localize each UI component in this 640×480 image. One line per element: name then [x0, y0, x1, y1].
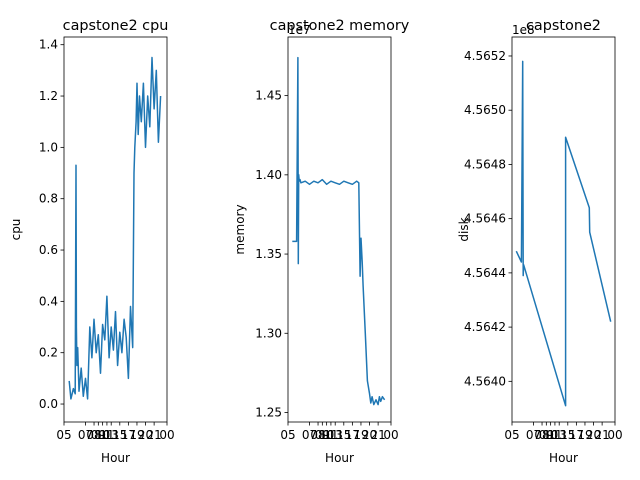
x-tick-label: 13	[104, 428, 119, 442]
y-tick-label: 1.30	[255, 326, 282, 340]
y-tick-label: 1.0	[39, 140, 58, 154]
series-line	[68, 56, 162, 400]
y-tick-label: 4.5648	[464, 157, 506, 171]
y-tick-label: 1.40	[255, 168, 282, 182]
y-tick-label: 4.5652	[464, 49, 506, 63]
x-tick-label: 09	[315, 428, 330, 442]
x-tick-label: 08	[86, 428, 101, 442]
x-tick-label: 17	[345, 428, 360, 442]
y-tick-label: 0.4	[39, 294, 58, 308]
x-tick-label: 17	[121, 428, 136, 442]
y-offset-label: 1e8	[512, 23, 535, 37]
y-tick-label: 1.35	[255, 247, 282, 261]
y-tick-label: 4.5640	[464, 374, 506, 388]
x-tick-label: 20	[586, 428, 601, 442]
subplot-2: 1.25 1.30 1.35 1.40 1.45 05 070809101113151719…	[233, 18, 410, 465]
y-tick-label: 1.4	[39, 38, 58, 52]
x-tick-label: 10	[95, 428, 110, 442]
y-tick-label: 1.2	[39, 89, 58, 103]
x-axis-label: Hour	[325, 451, 354, 465]
axes-frame	[511, 36, 616, 423]
chart-title: capstone2 memory	[270, 18, 410, 34]
x-tick-label: 19	[129, 428, 144, 442]
y-tick-label: 4.5646	[464, 212, 506, 226]
x-tick-label: 20	[138, 428, 153, 442]
chart-title: capstone2 cpu	[63, 18, 169, 34]
y-axis-label: cpu	[9, 219, 23, 241]
x-tick-label: 08	[534, 428, 549, 442]
y-tick-label: 1.25	[255, 405, 282, 419]
x-tick-label: 09	[91, 428, 106, 442]
y-tick-label: 4.5650	[464, 103, 506, 117]
x-tick-label: 21	[146, 428, 161, 442]
x-tick-label: 13	[328, 428, 343, 442]
x-tick-label: 10	[319, 428, 334, 442]
subplot-1: 0.0 0.2 0.4 0.6 0.8 1.0 1.2 1.4 05 07080910111315…	[9, 18, 175, 465]
x-tick-label: 05	[280, 428, 295, 442]
x-axis-label: Hour	[549, 451, 578, 465]
x-tick-label: 05	[504, 428, 519, 442]
x-tick-label: 13	[552, 428, 567, 442]
x-tick-label: 19	[353, 428, 368, 442]
x-tick-label: 11	[323, 428, 338, 442]
x-tick-label: 15	[112, 428, 127, 442]
x-tick-label: 07	[302, 428, 317, 442]
x-tick-label: 21	[594, 428, 609, 442]
y-tick-label: 0.8	[39, 192, 58, 206]
y-offset-label: 1e7	[288, 23, 311, 37]
x-tick-label: 15	[560, 428, 575, 442]
x-tick-label: 07	[526, 428, 541, 442]
x-tick-label: 10	[543, 428, 558, 442]
series-line	[515, 60, 612, 407]
y-axis-label: memory	[233, 204, 247, 254]
x-tick-label: 17	[569, 428, 584, 442]
y-tick-label: 0.0	[39, 397, 58, 411]
x-tick-label: 20	[362, 428, 377, 442]
x-tick-label: 21	[370, 428, 385, 442]
subplot-3: 4.5640 4.5642 4.5644 4.5646 4.5648 4.5650 4.56…	[457, 18, 623, 465]
x-tick-label: 00	[159, 428, 174, 442]
axes-frame	[287, 36, 392, 423]
axes-frame	[63, 36, 168, 423]
y-tick-label: 0.2	[39, 346, 58, 360]
x-tick-label: 00	[607, 428, 622, 442]
x-tick-label: 07	[78, 428, 93, 442]
chart-title: capstone2	[526, 18, 601, 34]
y-tick-label: 0.6	[39, 243, 58, 257]
x-tick-label: 19	[577, 428, 592, 442]
x-tick-label: 09	[539, 428, 554, 442]
y-tick-label: 4.5644	[464, 266, 506, 280]
x-axis-label: Hour	[101, 451, 130, 465]
x-tick-label: 00	[383, 428, 398, 442]
y-axis-label: disk	[457, 217, 471, 241]
x-tick-label: 05	[56, 428, 71, 442]
series-line	[292, 56, 386, 406]
x-tick-label: 11	[99, 428, 114, 442]
x-tick-label: 11	[547, 428, 562, 442]
y-tick-label: 4.5642	[464, 320, 506, 334]
x-tick-label: 15	[336, 428, 351, 442]
x-tick-label: 08	[310, 428, 325, 442]
y-tick-label: 1.45	[255, 89, 282, 103]
